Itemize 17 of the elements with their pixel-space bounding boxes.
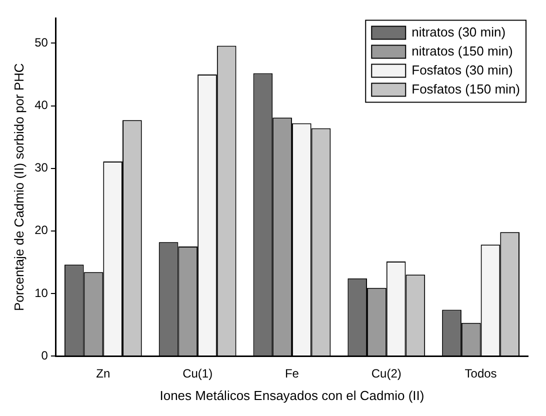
x-tick-label: Cu(2) <box>371 366 402 381</box>
y-tick-label: 30 <box>34 160 48 175</box>
y-axis-title: Porcentaje de Cadmio (II) sorbido por PHC <box>11 63 26 312</box>
y-tick-label: 50 <box>34 36 48 50</box>
x-axis-title: Iones Metálicos Ensayados con el Cadmio (II) <box>160 388 424 403</box>
y-tick-label: 40 <box>34 98 48 112</box>
x-tick-label: Fe <box>284 366 300 381</box>
legend-label: Fosfatos (150 min) <box>412 81 520 96</box>
legend-label: Fosfatos (30 min) <box>412 62 513 78</box>
y-tick-label: 0 <box>41 348 48 362</box>
y-tick-label: 10 <box>34 286 48 300</box>
y-tick-label: 20 <box>34 223 48 238</box>
x-tick-label: Zn <box>96 366 110 381</box>
legend-label: nitratos (30 min) <box>412 24 506 40</box>
x-tick-label: Cu(1) <box>182 366 213 381</box>
legend-label: nitratos (150 min) <box>412 43 513 58</box>
x-tick-label: Todos <box>464 366 497 381</box>
